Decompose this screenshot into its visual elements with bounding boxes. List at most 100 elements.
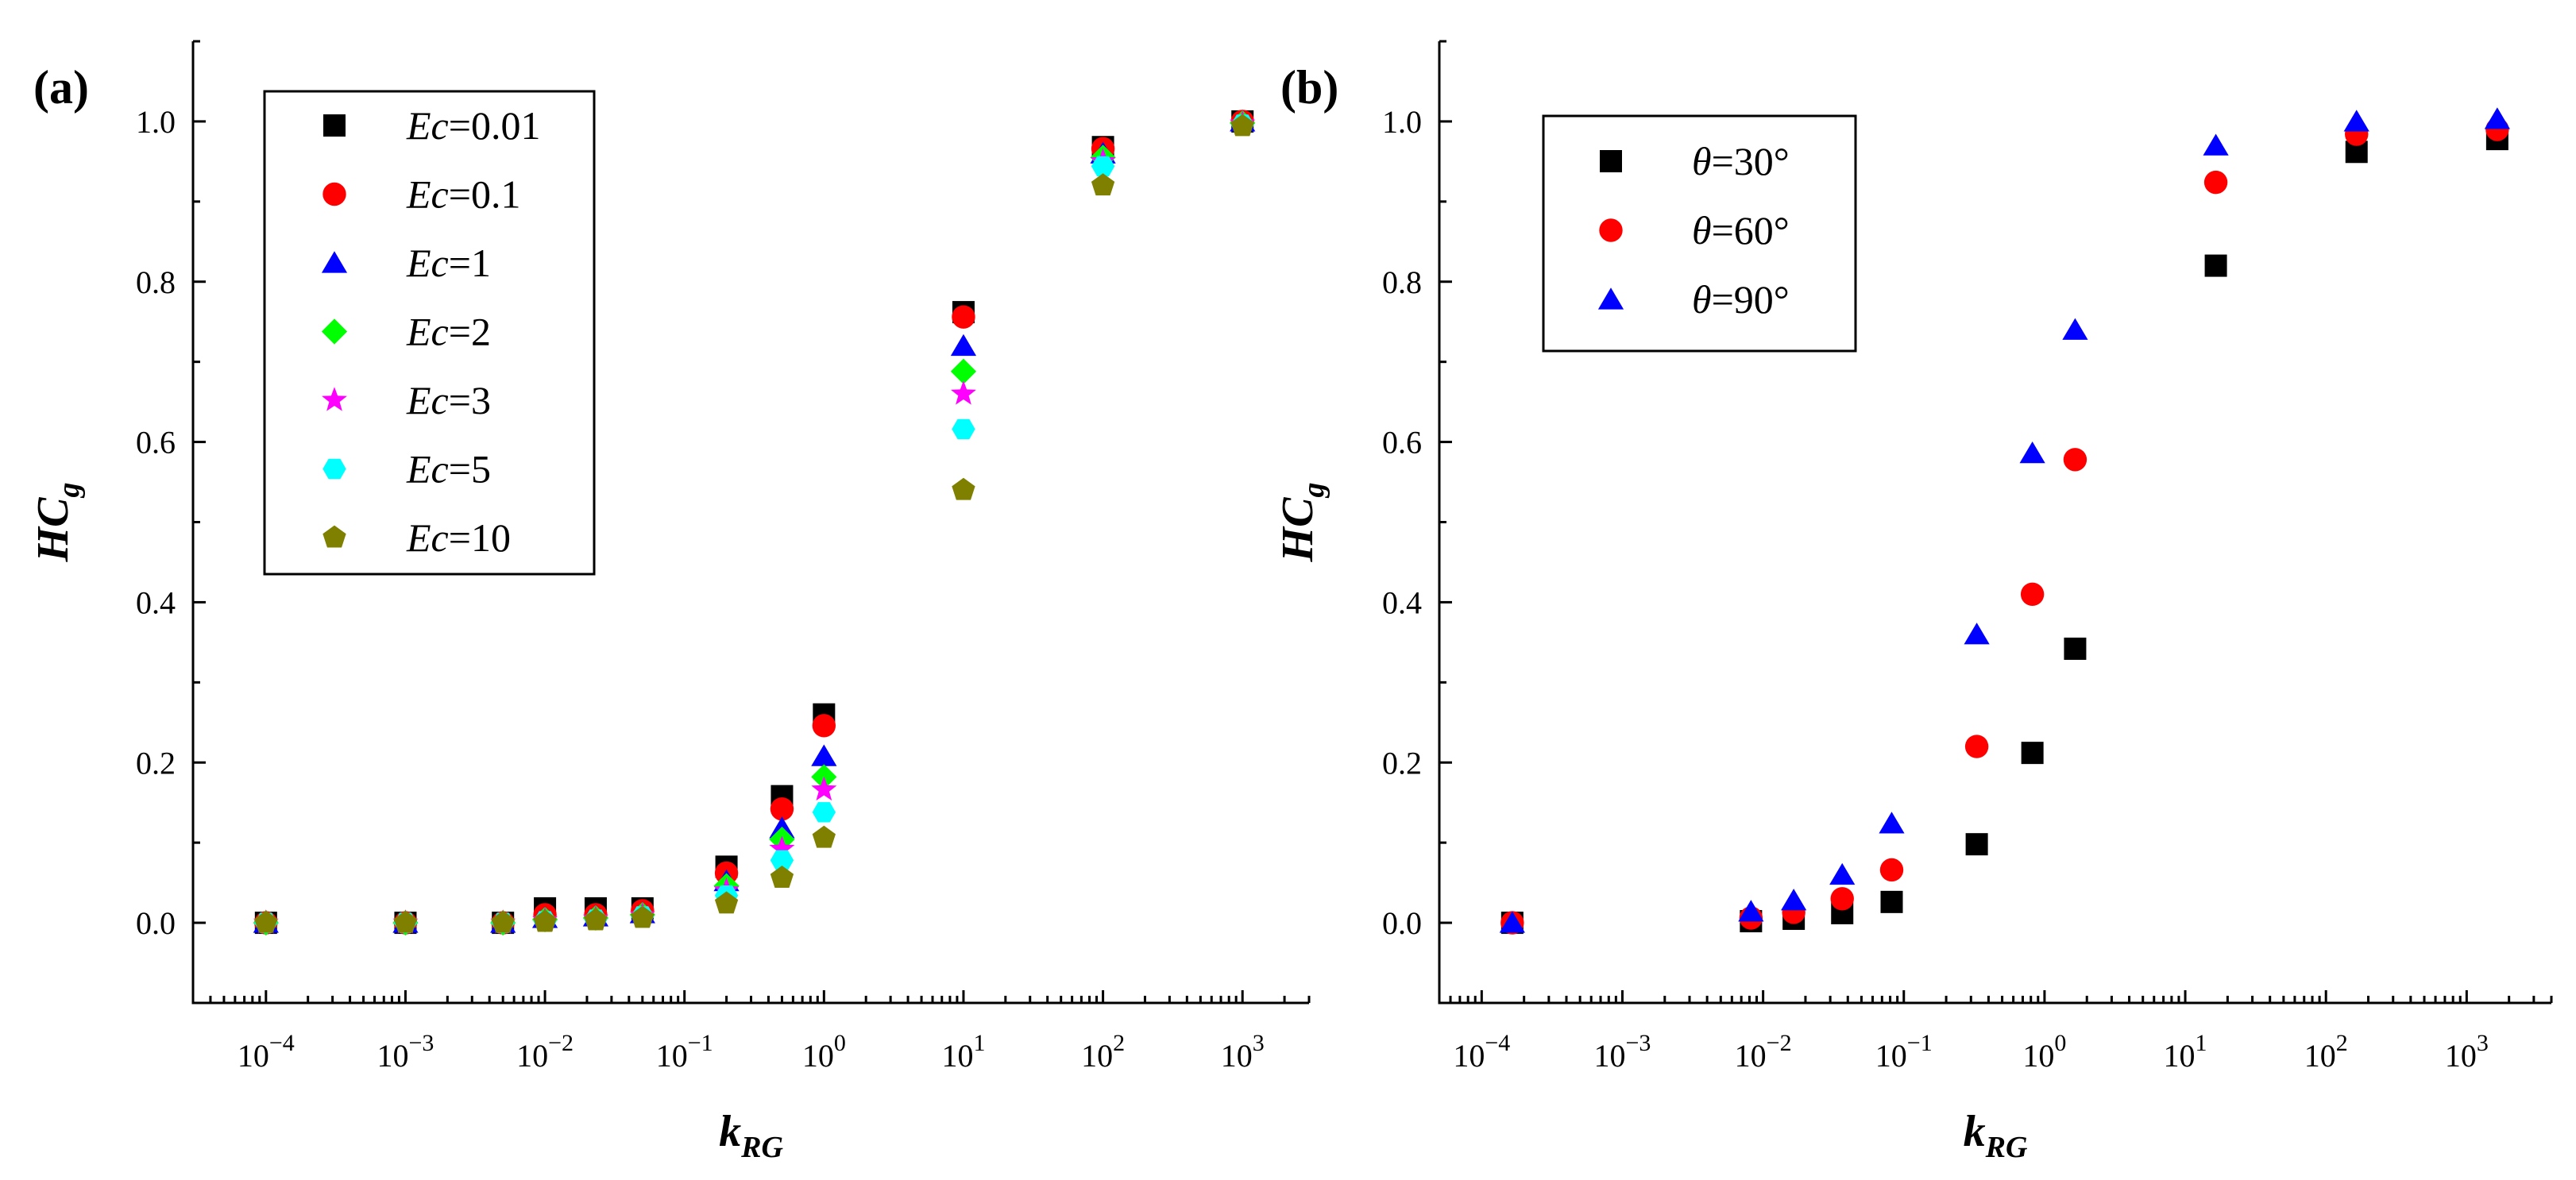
legend-label: θ=30° (1692, 139, 1790, 183)
legend-label: Ec=2 (406, 310, 491, 354)
legend-box (1542, 114, 1857, 353)
x-tick-label: 100 (802, 1030, 846, 1074)
legend-label: θ=90° (1692, 277, 1790, 322)
x-tick-label: 102 (1081, 1030, 1125, 1074)
x-tick-label: 103 (2445, 1030, 2489, 1074)
series-triangle (1499, 107, 2510, 933)
y-tick-label: 0.4 (1382, 584, 1422, 620)
x-tick-label: 10−1 (656, 1030, 713, 1074)
data-point (952, 477, 975, 500)
x-tick-label: 100 (2022, 1030, 2066, 1074)
data-point (1091, 156, 1115, 177)
data-point (1091, 173, 1115, 196)
y-tick-label: 0.2 (1382, 745, 1422, 781)
data-point (952, 305, 975, 329)
data-point (2484, 107, 2510, 129)
legend-symbol (321, 318, 348, 345)
data-point (2343, 110, 2369, 132)
y-axis-title: HCg (1273, 483, 1330, 563)
data-point (950, 334, 977, 357)
x-tick-label: 10−3 (1594, 1030, 1651, 1074)
data-point (714, 891, 739, 914)
x-tick-label: 10−2 (516, 1030, 574, 1074)
data-point (2064, 637, 2087, 660)
data-point (1738, 900, 1764, 922)
data-point (1964, 735, 1989, 758)
legend-symbol (321, 251, 348, 273)
data-point (2203, 170, 2228, 195)
x-tick-label: 10−4 (238, 1030, 295, 1074)
data-point (631, 905, 655, 928)
legend-label: Ec=1 (406, 241, 491, 285)
data-point (584, 908, 608, 931)
y-tick-label: 0.4 (136, 584, 176, 620)
data-point (1965, 833, 1988, 856)
data-point (533, 909, 557, 932)
y-tick-label: 0.6 (136, 425, 176, 461)
data-point (1879, 858, 1904, 882)
data-point (393, 910, 418, 933)
legend-box (263, 90, 596, 576)
data-point (1964, 623, 1990, 645)
data-point (770, 850, 794, 871)
panel-label: (b) (1280, 61, 1338, 114)
legend-symbol (1597, 287, 1624, 310)
panel-label: (a) (33, 61, 89, 114)
data-point (2021, 742, 2044, 765)
series-pentagon (254, 114, 1254, 933)
y-tick-label: 1.0 (136, 104, 176, 140)
data-point (2203, 133, 2229, 156)
data-point (770, 797, 794, 821)
x-axis-title: kRG (1964, 1107, 2028, 1164)
legend: Ec=0.01 Ec=0.1 Ec=1 Ec=2 Ec=3 Ec=5 Ec=10 (263, 90, 596, 576)
data-point (2063, 448, 2087, 472)
data-point (254, 910, 278, 933)
y-tick-label: 1.0 (1382, 104, 1422, 140)
legend-label: Ec=10 (406, 515, 511, 560)
data-point (1879, 812, 1905, 834)
legend: θ=30° θ=60° θ=90° (1542, 114, 1857, 353)
legend-symbol (322, 525, 346, 548)
data-point (770, 866, 794, 889)
x-tick-label: 103 (1221, 1030, 1265, 1074)
data-point (491, 910, 515, 933)
legend-symbol (1600, 150, 1622, 172)
data-point (2019, 442, 2045, 464)
legend-symbol (323, 114, 346, 137)
data-point (2020, 582, 2045, 607)
y-tick-label: 0.8 (1382, 264, 1422, 300)
x-tick-label: 10−4 (1453, 1030, 1510, 1074)
panel-b: 0.0 0.2 0.4 0.6 0.8 1.0 10−4 10−3 10−2 10−1 100 101… (1273, 40, 2553, 1164)
data-point (769, 835, 795, 860)
x-tick-label: 10−3 (377, 1030, 434, 1074)
legend-label: Ec=0.1 (406, 172, 520, 217)
data-point (1830, 887, 1854, 911)
data-point (811, 744, 837, 766)
y-tick-label: 0.6 (1382, 425, 1422, 461)
x-tick-label: 101 (941, 1030, 985, 1074)
legend-symbol (322, 458, 346, 480)
data-point (1230, 114, 1254, 137)
x-tick-label: 101 (2164, 1030, 2207, 1074)
panel-a: 0.0 0.2 0.4 0.6 0.8 1.0 10−4 10−3 10−2 10−1 100 101… (29, 40, 1311, 1164)
y-tick-label: 0.0 (1382, 905, 1422, 941)
y-tick-label: 0.2 (136, 745, 176, 781)
legend-symbol (1599, 218, 1623, 242)
y-tick-label: 0.8 (136, 264, 176, 300)
data-point (952, 418, 975, 440)
legend-label: Ec=3 (406, 378, 491, 422)
x-tick-label: 102 (2304, 1030, 2348, 1074)
data-point (812, 714, 836, 738)
data-point (1781, 889, 1807, 911)
data-point (950, 358, 977, 384)
data-point (812, 802, 836, 823)
legend-label: Ec=0.01 (406, 103, 540, 148)
x-tick-label: 10−2 (1735, 1030, 1792, 1074)
data-point (812, 825, 836, 848)
data-point (811, 776, 837, 801)
legend-label: Ec=5 (406, 447, 491, 492)
legend-label: θ=60° (1692, 208, 1790, 253)
y-axis-title: HCg (29, 483, 86, 563)
x-tick-label: 10−1 (1875, 1030, 1933, 1074)
